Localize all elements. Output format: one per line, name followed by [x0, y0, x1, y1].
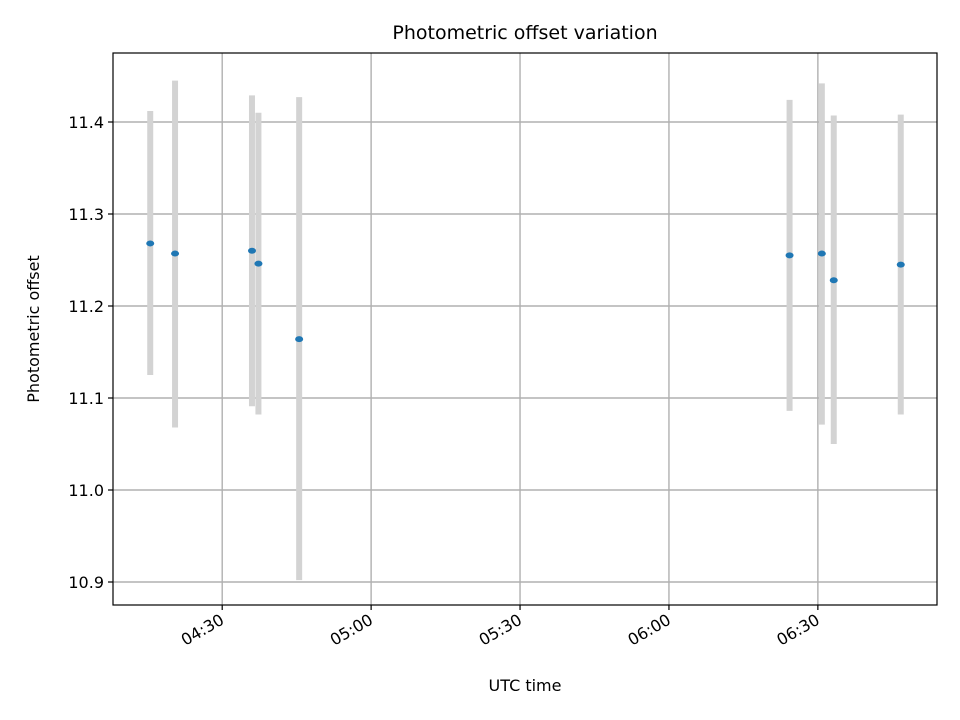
data-point	[247, 247, 256, 254]
data-point	[171, 250, 180, 257]
y-axis-label: Photometric offset	[24, 255, 43, 403]
data-point	[829, 277, 838, 284]
plot-frame	[112, 52, 938, 606]
chart-title: Photometric offset variation	[392, 22, 657, 44]
y-tick-label: 11.1	[68, 389, 104, 408]
y-tick-label: 11.4	[68, 113, 104, 132]
data-point	[785, 252, 794, 259]
x-axis-label: UTC time	[489, 676, 562, 695]
y-axis-ticks: 10.9 11.0 11.1 11.2 11.3 11.4	[68, 113, 113, 592]
data-point	[254, 260, 263, 267]
y-tick-label: 11.2	[68, 297, 104, 316]
y-tick-label: 11.0	[68, 481, 104, 500]
data-point	[146, 240, 155, 247]
data-points	[146, 240, 905, 343]
data-point	[817, 250, 826, 257]
data-point	[896, 261, 905, 268]
y-tick-label: 10.9	[68, 573, 104, 592]
y-tick-label: 11.3	[68, 205, 104, 224]
data-point	[295, 336, 304, 343]
